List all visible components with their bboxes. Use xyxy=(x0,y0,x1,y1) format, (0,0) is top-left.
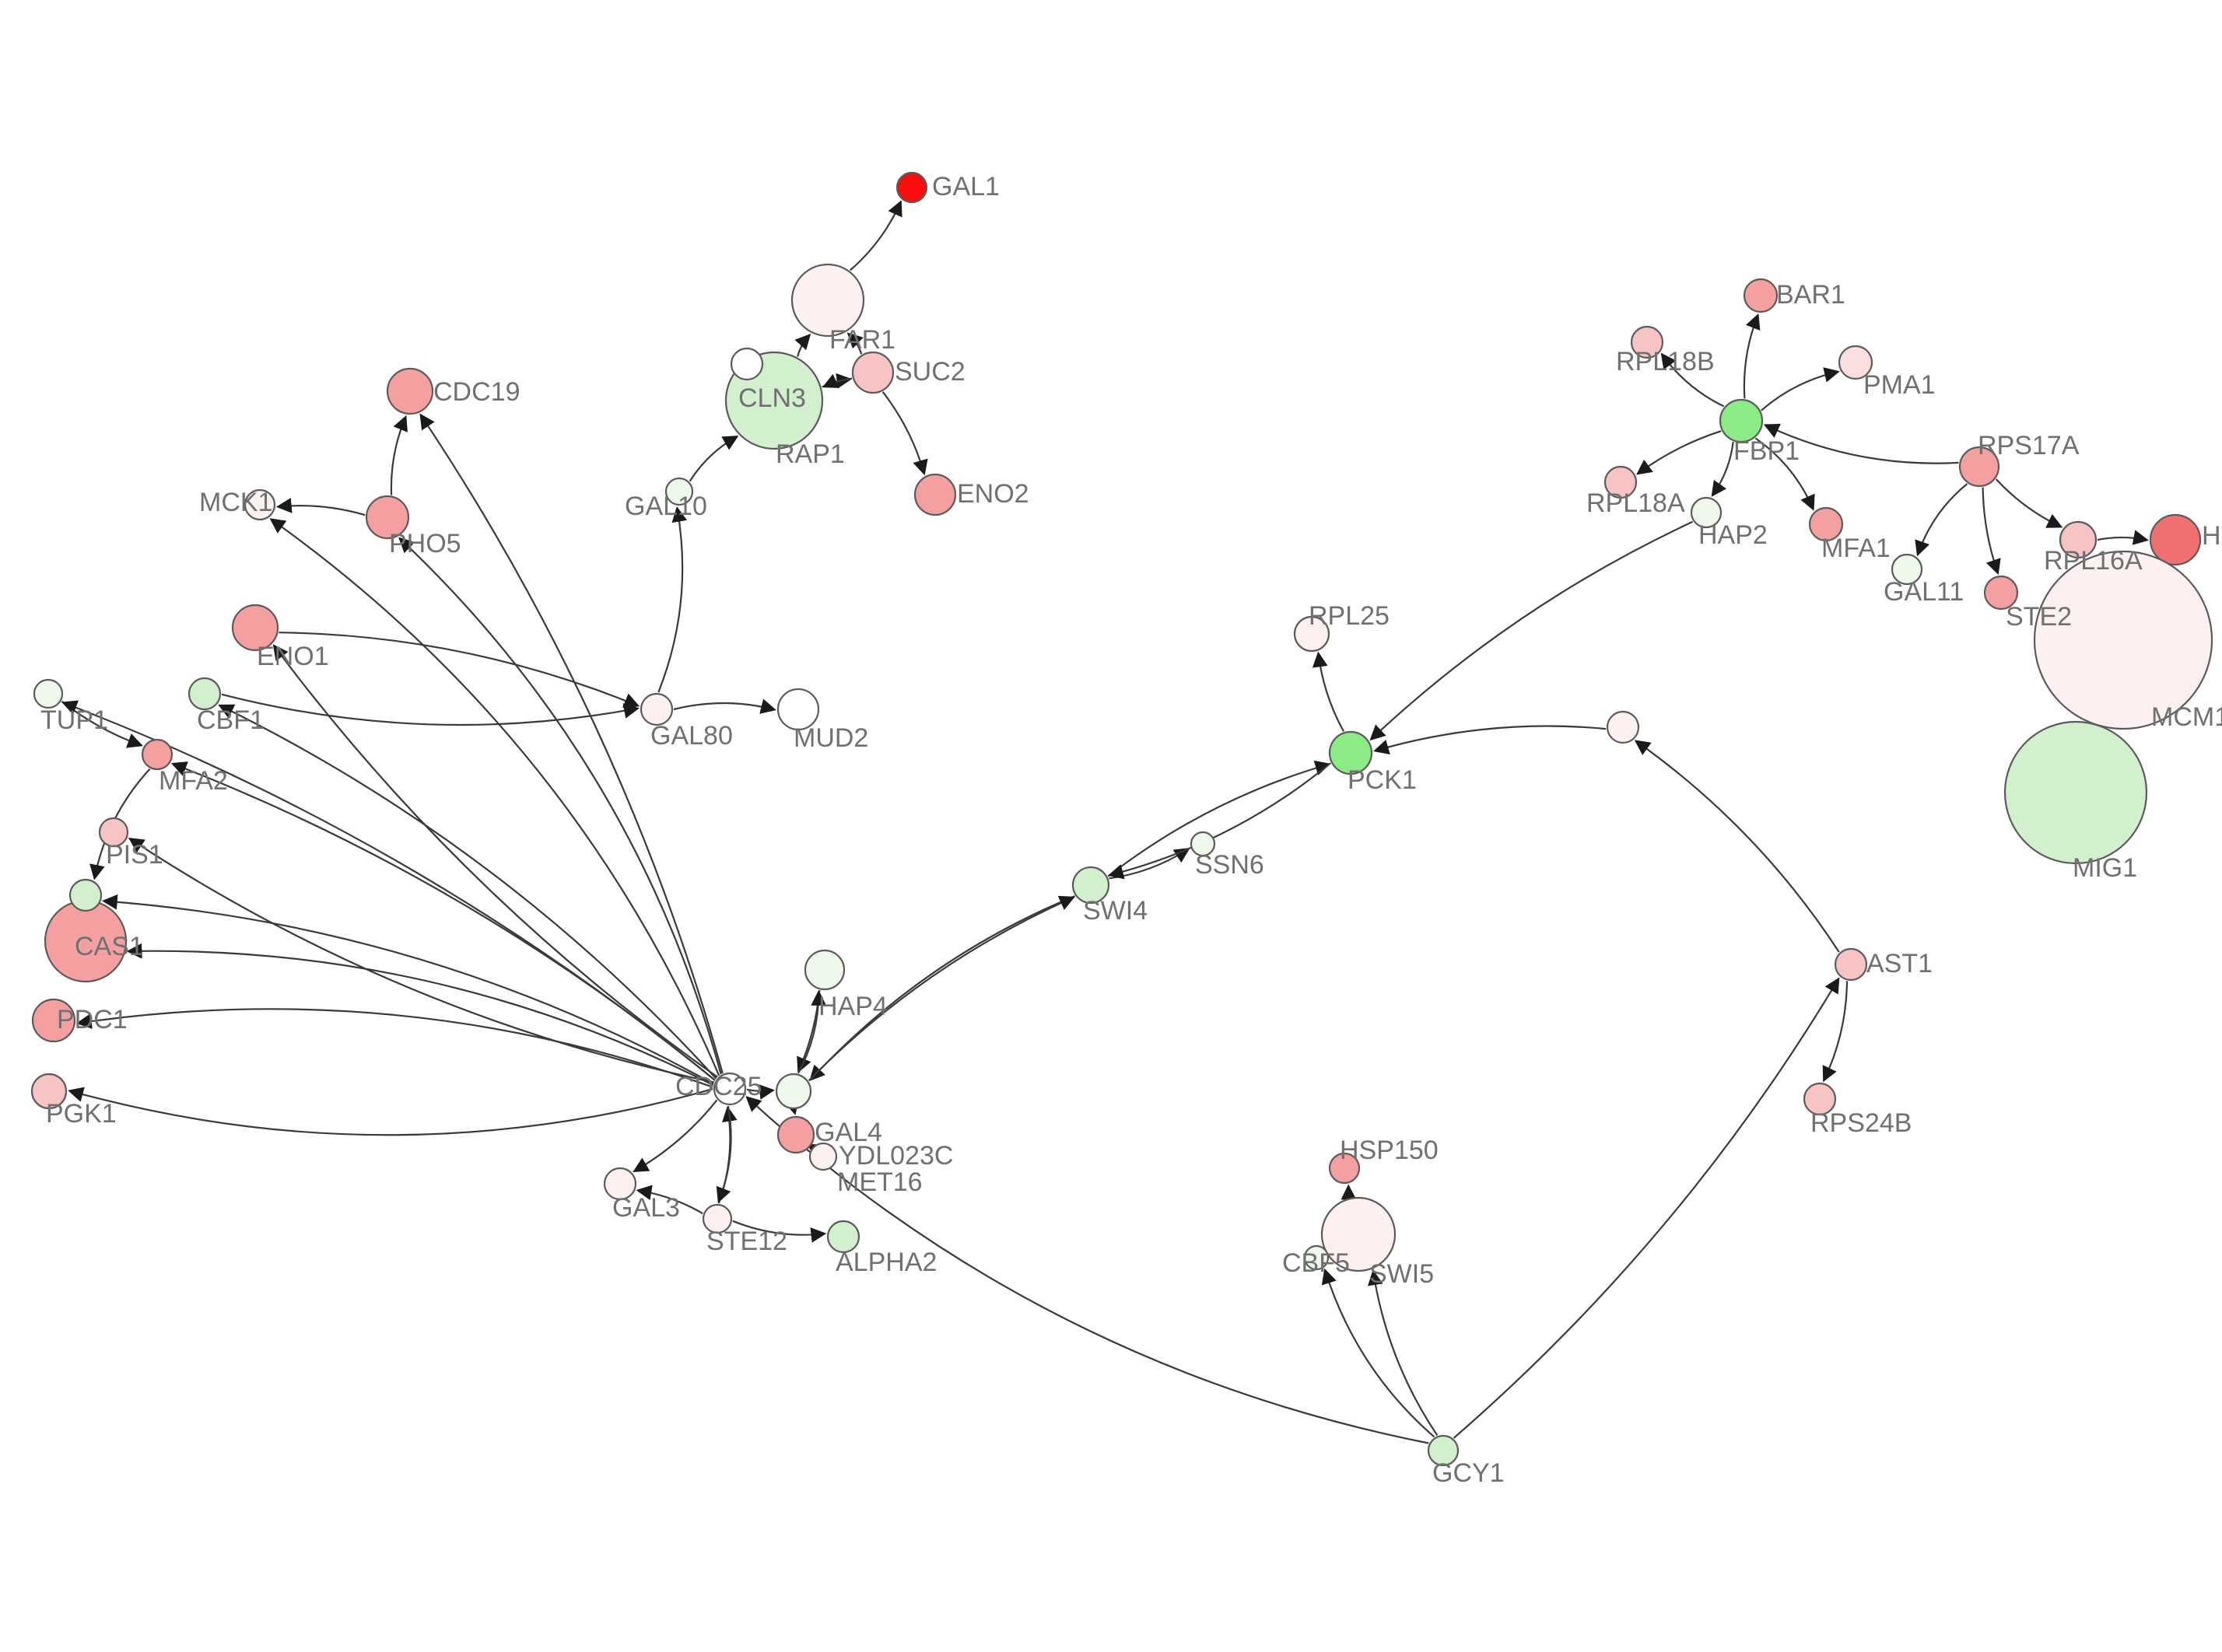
svg-text:GCY1: GCY1 xyxy=(1432,1458,1505,1488)
svg-text:PIS1: PIS1 xyxy=(106,840,163,870)
svg-text:FBP1: FBP1 xyxy=(1733,436,1800,466)
svg-text:PCK1: PCK1 xyxy=(1348,765,1417,795)
svg-text:HIS4: HIS4 xyxy=(2202,521,2222,551)
svg-text:PHO5: PHO5 xyxy=(389,529,461,558)
svg-text:YDL023C: YDL023C xyxy=(839,1141,953,1171)
svg-text:GAL11: GAL11 xyxy=(1884,577,1964,607)
svg-text:PGK1: PGK1 xyxy=(46,1099,117,1129)
svg-text:TUP1: TUP1 xyxy=(40,705,108,735)
svg-text:RPL25: RPL25 xyxy=(1309,601,1390,631)
svg-text:CDC25: CDC25 xyxy=(675,1072,762,1101)
svg-text:CBF5: CBF5 xyxy=(1282,1248,1350,1278)
svg-text:ENO2: ENO2 xyxy=(957,479,1029,509)
svg-text:MUD2: MUD2 xyxy=(794,723,868,753)
svg-text:GAL80: GAL80 xyxy=(650,721,733,751)
svg-text:GAL3: GAL3 xyxy=(612,1193,680,1223)
svg-text:FAR1: FAR1 xyxy=(829,325,895,355)
svg-text:ALPHA2: ALPHA2 xyxy=(836,1248,937,1277)
svg-text:HAP4: HAP4 xyxy=(818,992,888,1021)
svg-text:CLN3: CLN3 xyxy=(738,383,806,413)
svg-text:MIG1: MIG1 xyxy=(2073,853,2137,883)
svg-text:PMA1: PMA1 xyxy=(1863,370,1936,400)
svg-text:MET16: MET16 xyxy=(837,1167,923,1197)
svg-text:MFA1: MFA1 xyxy=(1821,534,1891,563)
svg-text:GAL10: GAL10 xyxy=(625,492,707,521)
svg-text:SUC2: SUC2 xyxy=(895,357,966,387)
svg-text:RPL18A: RPL18A xyxy=(1586,488,1685,518)
svg-text:STE12: STE12 xyxy=(706,1227,787,1256)
svg-text:PDC1: PDC1 xyxy=(57,1005,128,1034)
svg-text:SSN6: SSN6 xyxy=(1195,850,1264,880)
svg-text:HAP2: HAP2 xyxy=(1698,520,1768,550)
svg-text:RAP1: RAP1 xyxy=(776,439,845,469)
svg-text:SWI4: SWI4 xyxy=(1083,896,1148,926)
svg-text:CBF1: CBF1 xyxy=(197,705,265,735)
svg-text:STE2: STE2 xyxy=(2006,602,2072,632)
svg-text:HSP150: HSP150 xyxy=(1340,1136,1439,1165)
svg-text:RPS24B: RPS24B xyxy=(1810,1108,1912,1138)
svg-text:RPL16A: RPL16A xyxy=(2044,546,2143,576)
svg-text:RPL18B: RPL18B xyxy=(1616,347,1715,376)
svg-text:SWI5: SWI5 xyxy=(1369,1259,1434,1289)
svg-text:MFA2: MFA2 xyxy=(159,766,228,796)
svg-text:BAR1: BAR1 xyxy=(1776,280,1845,310)
svg-text:CDC19: CDC19 xyxy=(433,377,520,407)
svg-text:MCM1: MCM1 xyxy=(2151,702,2222,732)
svg-text:AST1: AST1 xyxy=(1866,949,1933,978)
svg-text:CAS1: CAS1 xyxy=(75,932,144,961)
svg-text:RPS17A: RPS17A xyxy=(1978,431,2080,460)
svg-text:MCK1: MCK1 xyxy=(199,488,272,517)
svg-text:GAL1: GAL1 xyxy=(932,172,1000,201)
svg-text:ENO1: ENO1 xyxy=(257,642,329,671)
